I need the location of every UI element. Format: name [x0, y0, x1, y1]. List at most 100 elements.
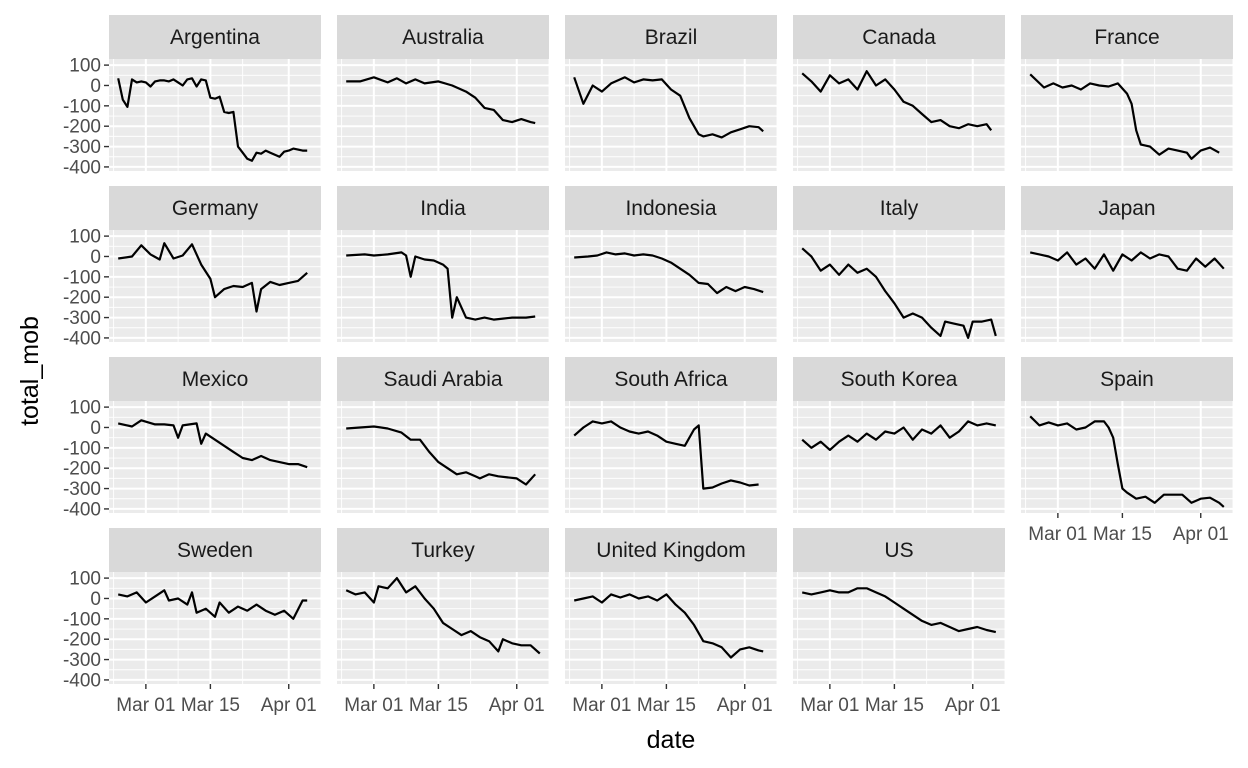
facet-panel: United Kingdom Mar 01 Mar 15 Apr 01 [565, 528, 778, 716]
facet-strip-label: Argentina [170, 26, 260, 49]
facet-panel: Australia [337, 15, 550, 171]
facet-strip-label: France [1094, 26, 1159, 49]
facet-strip [793, 15, 1005, 59]
panel-background [337, 230, 549, 342]
y-tick-label: 100 [69, 398, 101, 419]
series-line [801, 420, 997, 451]
y-tick-label: -400 [63, 328, 101, 349]
y-tick-label: -400 [63, 499, 101, 520]
panel-background [1021, 230, 1233, 342]
x-tick-label: Mar 15 [409, 695, 468, 716]
facet-strip-label: Italy [880, 197, 919, 220]
x-tick-label: Mar 15 [181, 695, 240, 716]
series-line [1029, 251, 1225, 272]
facet-strip-label: Mexico [182, 368, 249, 391]
y-tick-label: -200 [63, 288, 101, 309]
y-tick-label: -100 [63, 438, 101, 459]
y-tick-label: -100 [63, 96, 101, 117]
facet-strip-label: Australia [402, 26, 484, 49]
facet-panel: Turkey Mar 01 Mar 15 Apr 01 [337, 528, 550, 716]
y-tick-label: -300 [63, 137, 101, 158]
x-tick-label: Mar 15 [1093, 524, 1152, 545]
facet-strip-label: Brazil [645, 26, 698, 49]
y-tick-label: 0 [90, 418, 101, 439]
facet-panel: US Mar 01 Mar 15 Apr 01 [793, 528, 1006, 716]
y-tick-label: 0 [90, 247, 101, 268]
facet-strip-label: Japan [1098, 197, 1155, 220]
panel-background [565, 230, 777, 342]
series-line [573, 593, 764, 659]
y-tick-label: -200 [63, 117, 101, 138]
facet-strip [337, 528, 549, 572]
facet-strip-label: Saudi Arabia [383, 368, 502, 391]
x-tick-label: Mar 01 [800, 695, 859, 716]
x-axis-title: date [647, 726, 696, 754]
facet-strip-label: South Korea [841, 368, 958, 391]
x-tick-label: Apr 01 [261, 695, 317, 716]
series-line [118, 242, 308, 313]
facet-panel: Indonesia [565, 186, 778, 342]
facet-strip-label: Canada [862, 26, 936, 49]
facet-panel: Canada [793, 15, 1006, 171]
x-tick-label: Mar 15 [865, 695, 924, 716]
facet-strip [565, 528, 777, 572]
series-line [117, 419, 308, 469]
series-line [573, 420, 759, 490]
facet-panel: Brazil [565, 15, 778, 171]
facet-strip [109, 15, 321, 59]
panel-background [565, 59, 777, 171]
panel-background [337, 401, 549, 513]
facet-strip-label: India [420, 197, 466, 220]
y-tick-label: -200 [63, 459, 101, 480]
series-line [801, 587, 997, 634]
series-line [345, 576, 541, 655]
series-line [117, 77, 308, 162]
series-line [573, 76, 764, 139]
facet-strip-label: Germany [172, 197, 259, 220]
series-line [346, 425, 537, 486]
series-line [346, 76, 536, 125]
facet-strip [109, 186, 321, 230]
series-line [801, 70, 993, 131]
panel-background [1021, 401, 1233, 513]
facet-strip [793, 186, 1005, 230]
facet-strip [337, 15, 549, 59]
y-tick-label: -300 [63, 650, 101, 671]
series-line [574, 251, 764, 295]
panel-background [793, 401, 1005, 513]
panel-background [565, 572, 777, 684]
facet-strip [109, 357, 321, 401]
facet-strip [1021, 186, 1233, 230]
y-tick-label: -100 [63, 267, 101, 288]
facet-strip [337, 357, 549, 401]
y-tick-label: -200 [63, 630, 101, 651]
y-tick-label: -400 [63, 157, 101, 178]
facet-panel: India [337, 186, 550, 342]
facet-panel: Spain Mar 01 Mar 15 Apr 01 [1021, 357, 1234, 545]
panel-background [337, 572, 549, 684]
x-tick-label: Apr 01 [489, 695, 545, 716]
panel-background [793, 230, 1005, 342]
facet-strip-label: Sweden [177, 539, 253, 562]
facet-strip [793, 357, 1005, 401]
panel-background [565, 401, 777, 513]
facet-strip [565, 186, 777, 230]
y-tick-label: -300 [63, 308, 101, 329]
series-line [346, 251, 536, 321]
facet-strip [109, 528, 321, 572]
facet-panel: South Africa [565, 357, 778, 513]
x-tick-label: Mar 01 [344, 695, 403, 716]
y-tick-label: -400 [63, 670, 101, 691]
y-tick-label: 0 [90, 589, 101, 610]
y-tick-label: 100 [69, 56, 101, 77]
x-tick-label: Apr 01 [1173, 524, 1229, 545]
facet-strip [337, 186, 549, 230]
y-tick-label: 0 [90, 76, 101, 97]
x-tick-label: Mar 01 [572, 695, 631, 716]
y-axis-title: total_mob [16, 316, 44, 426]
x-tick-label: Apr 01 [945, 695, 1001, 716]
facet-strip [1021, 15, 1233, 59]
